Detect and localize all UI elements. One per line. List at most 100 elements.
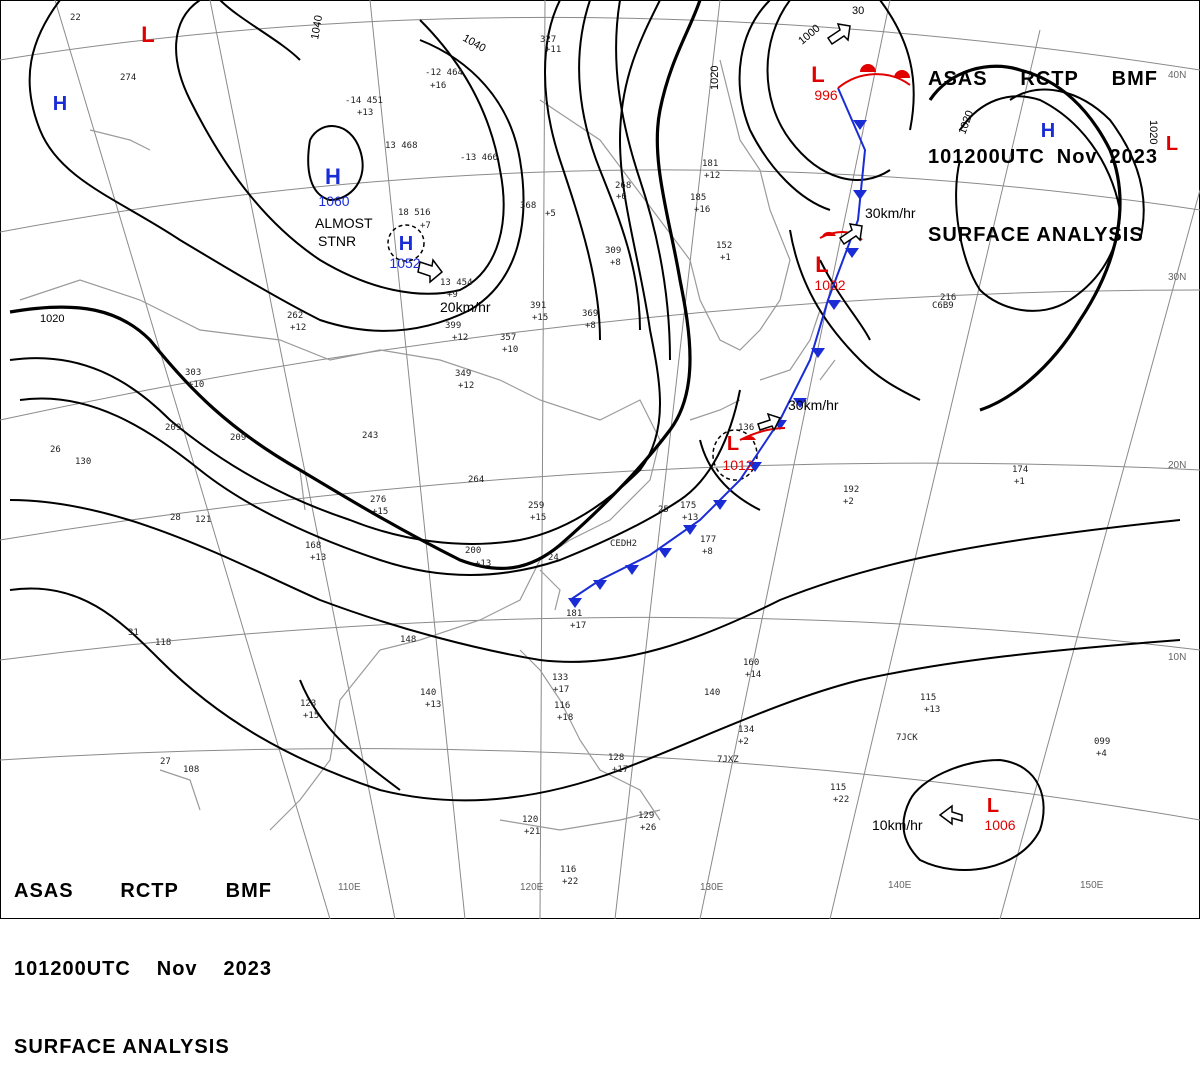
- lon-label-130: 130E: [700, 882, 724, 893]
- station-value: 7JXZ: [717, 755, 739, 765]
- station-value: 115: [920, 693, 936, 703]
- station-value: 25: [658, 505, 669, 515]
- cold-front-triangle: [811, 348, 825, 358]
- station-value: 216: [940, 293, 956, 303]
- low-symbol-north: L: [141, 22, 154, 47]
- station-value: +9: [447, 290, 458, 300]
- header-bottom-left: ASAS RCTP BMF 101200UTC Nov 2023 SURFACE…: [14, 826, 272, 1086]
- station-value: 327: [540, 35, 556, 45]
- lon-label-110: 110E: [338, 882, 361, 893]
- header-year: 2023: [1109, 146, 1158, 168]
- station-value: +21: [524, 827, 540, 837]
- pressure-centers: H 1060 H 1052 H H L L L 996 L 1002 L 101…: [53, 22, 1178, 833]
- header-line-1: ASAS RCTP BMF: [928, 66, 1158, 92]
- station-value: +12: [290, 323, 306, 333]
- header-product-bl: ASAS: [14, 880, 74, 902]
- station-value: 168: [305, 541, 321, 551]
- header-line-1-bl: ASAS RCTP BMF: [14, 878, 272, 904]
- low-symbol-996: L: [811, 62, 824, 87]
- header-top-right: ASAS RCTP BMF 101200UTC Nov 2023 SURFACE…: [928, 14, 1158, 274]
- station-value: 185: [690, 193, 706, 203]
- station-value: 26: [50, 445, 61, 455]
- station-value: +18: [557, 713, 573, 723]
- station-value: 177: [700, 535, 716, 545]
- station-value: 140: [704, 688, 720, 698]
- weather-map: H 1060 H 1052 H H L L L 996 L 1002 L 101…: [0, 0, 1200, 919]
- station-value: +15: [372, 507, 388, 517]
- station-value: +13: [475, 559, 491, 569]
- station-value: +17: [553, 685, 569, 695]
- station-value: 369: [582, 309, 598, 319]
- station-value: +8: [702, 547, 713, 557]
- station-value: +17: [612, 765, 628, 775]
- cold-front-triangle: [845, 248, 859, 258]
- lat-label-40: 40N: [1168, 70, 1186, 81]
- station-value: +2: [738, 737, 749, 747]
- lat-lon-grid: [0, 0, 1200, 919]
- lon-label-150: 150E: [1080, 880, 1104, 891]
- motion-label-1: 20km/hr: [440, 299, 491, 315]
- station-plots: 274 -12 464 +16 -14 451 +13 13 468 -13 466 368 +…: [50, 13, 1110, 887]
- header-type-bl: BMF: [225, 880, 272, 902]
- low-symbol-1002: L: [815, 252, 828, 277]
- station-value: 160: [743, 658, 759, 668]
- high-value-1060: 1060: [318, 193, 349, 209]
- station-value: 136: [738, 423, 754, 433]
- station-value: 118: [155, 638, 171, 648]
- motion-label-4: 10km/hr: [872, 817, 923, 833]
- station-value: C6B9: [932, 301, 954, 311]
- isobar-label-1020a: 1020: [40, 313, 64, 325]
- motion-arrow-996: [826, 23, 851, 46]
- station-value: +22: [562, 877, 578, 887]
- isobar-label-1020d: 1020: [1147, 120, 1159, 144]
- isobars: [9, 0, 1181, 871]
- station-value: 13 454: [440, 278, 473, 288]
- low-value-1006: 1006: [984, 817, 1015, 833]
- almost-stationary-label-1: ALMOST: [315, 215, 373, 231]
- station-value: +15: [303, 711, 319, 721]
- station-value: +13: [682, 513, 698, 523]
- station-value: +12: [704, 171, 720, 181]
- station-value: 13 468: [385, 141, 418, 151]
- station-value: +5: [545, 209, 556, 219]
- station-value: 121: [195, 515, 211, 525]
- station-value: 209: [165, 423, 181, 433]
- header-line-2-bl: 101200UTC Nov 2023: [14, 956, 272, 982]
- station-value: 391: [530, 301, 546, 311]
- station-value: +8: [585, 321, 596, 331]
- station-value: 268: [615, 181, 631, 191]
- motion-arrow-1006: [938, 804, 963, 826]
- lat-label-20: 20N: [1168, 460, 1186, 471]
- cold-front-triangle: [593, 580, 607, 590]
- grid-labels: 110E 120E 130E 140E 150E 40N 30N 20N 10N: [338, 70, 1186, 893]
- lat-label-10: 10N: [1168, 652, 1186, 663]
- station-value: 192: [843, 485, 859, 495]
- station-value: 276: [370, 495, 386, 505]
- station-value: +16: [430, 81, 446, 91]
- header-title-bl: SURFACE ANALYSIS: [14, 1036, 230, 1058]
- station-value: 368: [520, 201, 536, 211]
- station-value: +15: [532, 313, 548, 323]
- station-value: 181: [566, 609, 582, 619]
- lon-label-120: 120E: [520, 882, 544, 893]
- header-year-bl: 2023: [223, 958, 272, 980]
- station-value: +22: [833, 795, 849, 805]
- station-value: CEDH2: [610, 539, 637, 549]
- station-value: +12: [452, 333, 468, 343]
- isobar-label-1020b: 1020: [709, 66, 721, 90]
- annotations: ALMOST STNR 20km/hr 30km/hr 30km/hr 10km…: [315, 205, 923, 833]
- motion-arrow-1012: [757, 412, 782, 432]
- station-value: 181: [702, 159, 718, 169]
- station-value: +7: [420, 221, 431, 231]
- station-value: 108: [183, 765, 199, 775]
- header-month: Nov: [1056, 146, 1098, 168]
- station-value: 28: [170, 513, 181, 523]
- header-title: SURFACE ANALYSIS: [928, 224, 1144, 246]
- low-value-1002: 1002: [814, 277, 845, 293]
- station-value: 31: [128, 628, 139, 638]
- station-value: 128: [608, 753, 624, 763]
- station-value: 264: [468, 475, 484, 485]
- station-value: +11: [545, 45, 561, 55]
- low-value-996: 996: [814, 87, 838, 103]
- cold-front-triangle: [568, 598, 582, 608]
